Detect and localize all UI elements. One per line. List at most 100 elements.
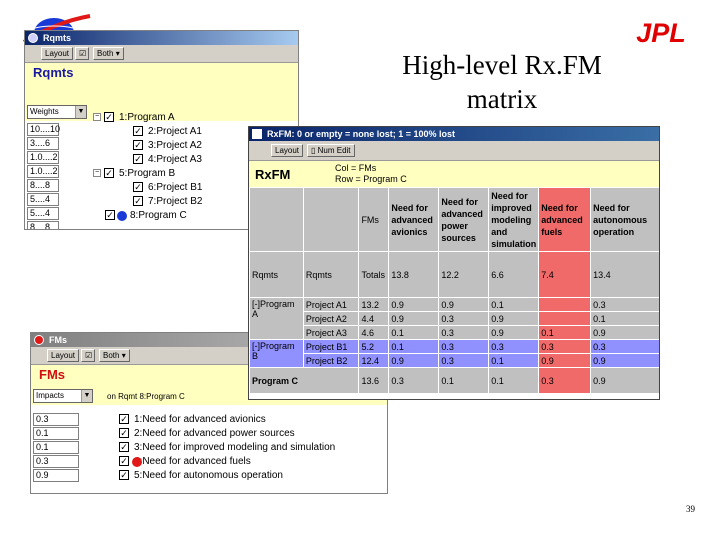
layout-button[interactable]: Layout — [41, 47, 74, 60]
group-label-program-a[interactable]: [-]Program A — [249, 297, 304, 340]
value-cell[interactable]: 5....4 — [27, 193, 59, 206]
matrix-cell[interactable]: 0.3 — [438, 311, 490, 326]
table-row-program-c[interactable]: Program C 13.6 0.3 0.1 0.1 0.3 0.9 — [249, 367, 659, 394]
matrix-cell[interactable]: 0.3 — [438, 353, 490, 368]
table-row[interactable]: Project A2 4.4 0.9 0.3 0.9 0.1 — [250, 311, 659, 326]
matrix-cell[interactable] — [538, 311, 592, 326]
weights-select[interactable]: Weights ▼ — [27, 105, 87, 119]
num-edit-button[interactable]: ▯ Num Edit — [307, 144, 355, 157]
fm-item-power[interactable]: ✓ 2:Need for advanced power sources — [107, 427, 387, 441]
tree-item-project-a3[interactable]: ✓ 4:Project A3 — [93, 153, 293, 167]
layout-button[interactable]: Layout — [47, 349, 80, 362]
matrix-cell[interactable]: 0.9 — [488, 325, 540, 340]
table-row[interactable]: Project B2 12.4 0.9 0.3 0.1 0.9 0.9 — [250, 353, 659, 368]
matrix-cell[interactable]: 0.3 — [488, 339, 540, 354]
table-row[interactable]: Project A3 4.6 0.1 0.3 0.9 0.1 0.9 — [250, 325, 659, 340]
matrix-cell[interactable] — [538, 297, 592, 312]
rqmts-window[interactable]: Rqmts Layout ☑ Both ▾ Rqmts Weights ▼ 10… — [24, 30, 299, 230]
fm-header-avionics[interactable]: Need for advanced avionics — [388, 187, 440, 252]
checkbox[interactable]: ✓ — [119, 442, 129, 453]
checkbox[interactable]: ✓ — [104, 112, 114, 123]
matrix-cell[interactable]: 0.9 — [388, 311, 440, 326]
chevron-down-icon[interactable]: ▼ — [81, 390, 92, 402]
value-cell[interactable]: 8....8 — [27, 221, 59, 229]
fm-item-modeling[interactable]: ✓ 3:Need for improved modeling and simula… — [107, 441, 387, 455]
value-cell[interactable]: 1.0....2 — [27, 151, 59, 164]
matrix-cell[interactable]: 0.1 — [590, 311, 659, 326]
matrix-cell[interactable]: 0.1 — [388, 339, 440, 354]
matrix-cell[interactable]: 0.3 — [590, 339, 659, 354]
checkbox[interactable]: ✓ — [119, 414, 129, 425]
matrix-cell[interactable]: 0.3 — [388, 367, 440, 394]
matrix-cell[interactable]: 0.9 — [538, 353, 592, 368]
rxfm-titlebar[interactable]: RxFM: 0 or empty = none lost; 1 = 100% l… — [249, 127, 659, 141]
rqmts-titlebar[interactable]: Rqmts — [25, 31, 298, 45]
checkbox[interactable]: ✓ — [133, 196, 143, 207]
checkbox[interactable]: ✓ — [104, 168, 114, 179]
tree-item-program-a[interactable]: − ✓ 1:Program A — [93, 111, 293, 125]
tree-item-program-c[interactable]: ✓ 8:Program C — [93, 209, 293, 223]
value-cell[interactable]: 5....4 — [27, 207, 59, 220]
matrix-cell[interactable]: 0.1 — [438, 367, 490, 394]
tree-item-program-b[interactable]: − ✓ 5:Program B — [93, 167, 293, 181]
chevron-down-icon[interactable]: ▼ — [75, 106, 86, 118]
matrix-cell[interactable]: 0.9 — [388, 353, 440, 368]
matrix-cell[interactable]: 0.9 — [488, 311, 540, 326]
checkbox[interactable]: ✓ — [119, 428, 129, 439]
value-cell[interactable]: 1.0....2 — [27, 165, 59, 178]
matrix-cell[interactable]: 0.9 — [438, 297, 490, 312]
impacts-select[interactable]: Impacts ▼ — [33, 389, 93, 403]
value-cell[interactable]: 3....6 — [27, 137, 59, 150]
value-cell[interactable]: 10....10 — [27, 123, 60, 136]
checkbox[interactable]: ✓ — [105, 210, 115, 221]
fm-item-avionics[interactable]: ✓ 1:Need for advanced avionics — [107, 413, 387, 427]
tree-item-project-b2[interactable]: ✓ 7:Project B2 — [93, 195, 293, 209]
matrix-cell[interactable]: 0.1 — [488, 297, 540, 312]
fm-header-power[interactable]: Need for advanced power sources — [438, 187, 490, 252]
value-cell[interactable]: 0.9 — [33, 469, 79, 482]
matrix-cell[interactable]: 0.1 — [488, 353, 540, 368]
lock-icon[interactable]: ☑ — [75, 47, 89, 60]
value-cell[interactable]: 0.3 — [33, 455, 79, 468]
both-dropdown[interactable]: Both ▾ — [93, 47, 124, 60]
checkbox[interactable]: ✓ — [119, 470, 129, 481]
rxfm-window[interactable]: RxFM: 0 or empty = none lost; 1 = 100% l… — [248, 126, 660, 400]
fm-item-autonomous[interactable]: ✓ 5:Need for autonomous operation — [107, 469, 387, 483]
tree-item-project-a1[interactable]: ✓ 2:Project A1 — [93, 125, 293, 139]
value-cell[interactable]: 0.1 — [33, 441, 79, 454]
matrix-cell[interactable]: 0.3 — [438, 325, 490, 340]
layout-button[interactable]: Layout — [271, 144, 304, 157]
checkbox[interactable]: ✓ — [119, 456, 129, 467]
matrix-cell[interactable]: 0.3 — [538, 339, 592, 354]
matrix-cell[interactable]: 0.1 — [388, 325, 440, 340]
matrix-cell[interactable]: 0.9 — [590, 367, 659, 394]
matrix-cell[interactable]: 0.3 — [438, 339, 490, 354]
value-cell[interactable]: 0.1 — [33, 427, 79, 440]
fm-header-modeling[interactable]: Need for improved modeling and simulatio… — [488, 187, 540, 252]
matrix-cell[interactable]: 0.1 — [538, 325, 592, 340]
value-cell[interactable]: 8....8 — [27, 179, 59, 192]
both-dropdown[interactable]: Both ▾ — [99, 349, 130, 362]
fm-header-fuels[interactable]: Need for advanced fuels — [538, 187, 592, 252]
matrix-cell[interactable]: 0.9 — [388, 297, 440, 312]
checkbox[interactable]: ✓ — [133, 126, 143, 137]
checkbox[interactable]: ✓ — [133, 154, 143, 165]
tree-item-project-a2[interactable]: ✓ 3:Project A2 — [93, 139, 293, 153]
checkbox[interactable]: ✓ — [133, 182, 143, 193]
fm-header-autonomous[interactable]: Need for autonomous operation — [590, 187, 659, 252]
collapse-icon[interactable]: − — [93, 113, 101, 122]
matrix-cell[interactable]: 0.9 — [590, 353, 659, 368]
table-row[interactable]: [-]Program A Project A1 13.2 0.9 0.9 0.1… — [249, 297, 659, 340]
lock-icon[interactable]: ☑ — [81, 349, 95, 362]
checkbox[interactable]: ✓ — [133, 140, 143, 151]
group-label-program-b[interactable]: [-]Program B — [249, 339, 304, 368]
tree-item-project-b1[interactable]: ✓ 6:Project B1 — [93, 181, 293, 195]
matrix-cell[interactable]: 0.3 — [590, 297, 659, 312]
table-row[interactable]: [-]Program B Project B1 5.2 0.1 0.3 0.3 … — [249, 339, 659, 368]
matrix-cell[interactable]: 0.1 — [488, 367, 540, 394]
collapse-icon[interactable]: − — [93, 169, 101, 178]
fm-item-fuels[interactable]: ✓ 4:Need for advanced fuels — [107, 455, 387, 469]
program-c-label[interactable]: Program C — [249, 367, 360, 394]
matrix-cell[interactable]: 0.9 — [590, 325, 659, 340]
matrix-cell[interactable]: 0.3 — [538, 367, 592, 394]
